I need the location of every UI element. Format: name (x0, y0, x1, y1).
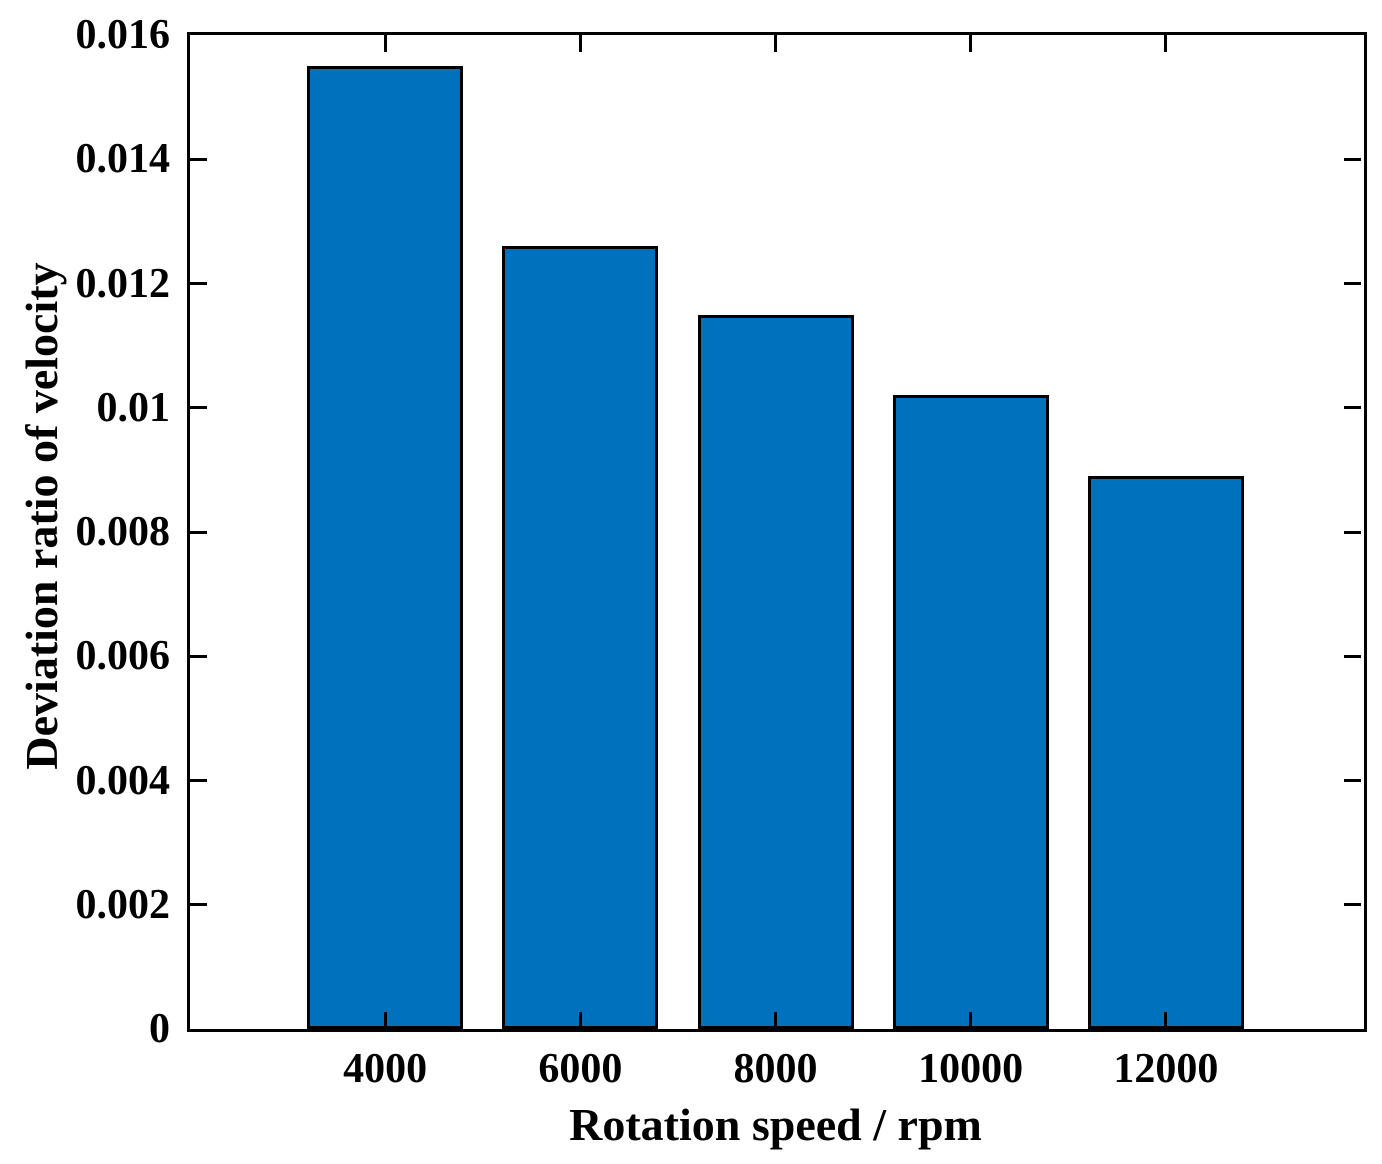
y-tick-label: 0.012 (75, 260, 171, 307)
y-tick-label: 0.014 (75, 136, 171, 183)
y-tick-left (190, 654, 207, 658)
y-tick-left (190, 282, 207, 285)
x-axis-label: Rotation speed / rpm (569, 1099, 982, 1150)
y-tick-right (1344, 779, 1361, 782)
plot-area-border (187, 32, 1367, 1032)
y-tick-right (1344, 282, 1361, 285)
y-tick-left (190, 406, 207, 410)
plot-area (190, 35, 1361, 1029)
y-tick-label: 0.002 (75, 881, 171, 928)
x-tick-bottom (774, 1012, 777, 1029)
x-tick-top (774, 35, 777, 52)
y-tick-right (1344, 530, 1361, 534)
bar-8000 (697, 314, 854, 1029)
x-tick-top (1164, 35, 1168, 52)
y-tick-label: 0.004 (75, 757, 171, 804)
y-tick-left (190, 779, 207, 782)
bar-6000 (502, 246, 659, 1029)
y-tick-left (190, 903, 207, 907)
bar-12000 (1087, 476, 1244, 1029)
x-tick-bottom (383, 1012, 387, 1029)
y-tick-label: 0.008 (75, 509, 171, 555)
bar-10000 (892, 395, 1049, 1029)
x-tick-label: 4000 (343, 1046, 428, 1092)
x-tick-top (383, 35, 387, 52)
y-tick-label: 0.016 (75, 12, 171, 58)
y-tick-right (1344, 406, 1361, 410)
y-tick-label: 0 (149, 1006, 170, 1052)
y-tick-left (190, 157, 207, 161)
x-tick-top (969, 35, 973, 52)
y-tick-right (1344, 654, 1361, 658)
x-tick-bottom (969, 1012, 973, 1029)
y-tick-right (1344, 157, 1361, 161)
y-axis-label: Deviation ratio of velocity (16, 262, 67, 770)
x-tick-label: 12000 (1113, 1046, 1219, 1092)
bar-4000 (307, 66, 464, 1029)
y-tick-right (1344, 903, 1361, 907)
y-tick-label: 0.01 (96, 384, 171, 431)
x-tick-label: 6000 (538, 1046, 623, 1092)
y-tick-left (190, 530, 207, 534)
x-tick-bottom (1164, 1012, 1168, 1029)
x-tick-top (578, 35, 582, 52)
y-tick-label: 0.006 (75, 633, 171, 680)
x-tick-bottom (578, 1012, 582, 1029)
y-tick-labels: 0 0.002 0.004 0.006 0.008 0.01 0.012 0.014 0.016 (0, 0, 171, 1164)
x-tick-label: 8000 (733, 1046, 818, 1092)
x-tick-label: 10000 (918, 1046, 1024, 1092)
